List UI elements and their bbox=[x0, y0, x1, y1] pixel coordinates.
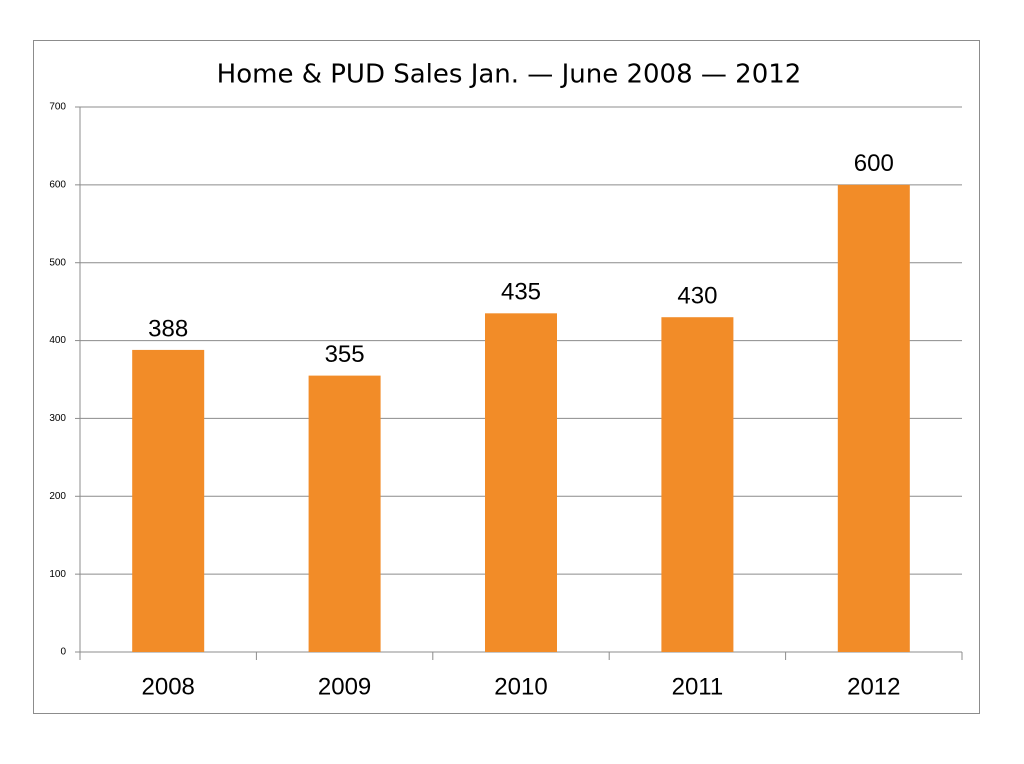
value-label: 435 bbox=[501, 279, 541, 306]
bar bbox=[308, 375, 381, 652]
y-tick-label: 200 bbox=[49, 491, 66, 502]
y-tick-label: 700 bbox=[49, 102, 66, 113]
y-tick-label: 0 bbox=[60, 647, 66, 658]
x-tick-label: 2010 bbox=[494, 673, 547, 700]
y-tick-label: 600 bbox=[49, 179, 66, 190]
bar bbox=[837, 184, 910, 652]
x-tick-label: 2009 bbox=[318, 673, 371, 700]
x-tick-label: 2011 bbox=[672, 673, 724, 700]
y-tick-label: 100 bbox=[49, 569, 66, 580]
y-tick-label: 300 bbox=[49, 413, 66, 424]
chart-title: Home & PUD Sales Jan. — June 2008 — 2012 bbox=[217, 60, 802, 90]
bar bbox=[132, 349, 205, 652]
y-tick-label: 400 bbox=[49, 335, 66, 346]
x-tick-label: 2012 bbox=[847, 673, 900, 700]
value-label: 355 bbox=[325, 341, 365, 368]
y-tick-label: 500 bbox=[49, 257, 66, 268]
x-tick-label: 2008 bbox=[142, 673, 195, 700]
value-label: 430 bbox=[677, 283, 717, 310]
value-label: 600 bbox=[854, 150, 894, 177]
bar bbox=[485, 313, 557, 652]
value-label: 388 bbox=[148, 315, 188, 342]
bar bbox=[661, 317, 734, 652]
